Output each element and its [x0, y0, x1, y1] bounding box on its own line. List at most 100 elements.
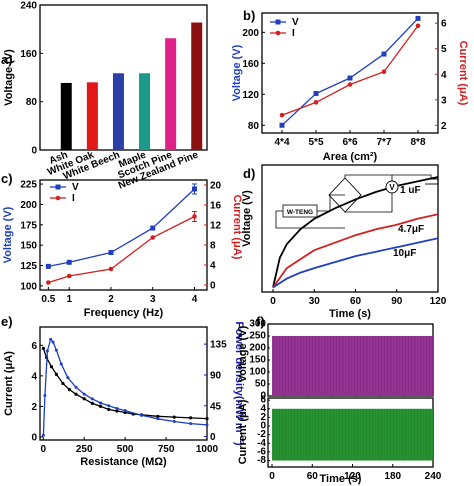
x-tick-label: 2 — [108, 294, 114, 305]
teng-label: W-TENG — [287, 209, 313, 216]
data-point-current — [156, 414, 160, 418]
x-axis-label: Resistance (MΩ) — [80, 456, 167, 468]
bar-white-oak — [86, 82, 98, 150]
y2-tick-label: 8 — [210, 241, 216, 252]
x-tick-label: 0 — [269, 471, 275, 482]
panel-letter: d) — [243, 166, 255, 181]
y-tick-label: 100 — [20, 281, 37, 292]
y-axis-label: Voltage (V) — [3, 49, 15, 106]
x-tick-label: 1 — [66, 294, 72, 305]
data-point-v — [415, 15, 421, 21]
wire — [275, 210, 345, 229]
x-axis-label: Time (s) — [320, 473, 362, 485]
voltage-y-tick-label: 100 — [249, 367, 266, 378]
data-point-current — [74, 392, 78, 396]
y-tick-label: 80 — [248, 121, 260, 132]
data-point-v — [347, 75, 353, 81]
data-point-v — [279, 122, 285, 128]
y-tick-label: 80 — [26, 97, 38, 108]
x-axis-label: Area (cm²) — [323, 151, 378, 163]
data-point-power — [90, 397, 94, 401]
data-point-i — [381, 69, 387, 75]
bar-new-zealand-pine — [191, 22, 203, 150]
x-axis-label: Frequency (Hz) — [84, 307, 164, 319]
series-line-current — [42, 348, 208, 420]
current-y-tick-label: -6 — [257, 446, 266, 457]
y2-tick-label: 6 — [441, 19, 447, 30]
y-tick-label: 150 — [20, 241, 37, 252]
data-point-power — [156, 417, 160, 421]
x-tick-label: 120 — [344, 471, 361, 482]
y-tick-label: 225 — [20, 180, 37, 191]
y-tick-label: 0 — [31, 146, 37, 157]
y-tick-label: 125 — [20, 261, 37, 272]
y2-axis-label: Power density(mW m⁻²) — [233, 321, 245, 446]
y-tick-label: 160 — [20, 49, 37, 60]
y2-tick-label: 5 — [441, 44, 447, 55]
x-tick-label: 120 — [430, 296, 447, 307]
data-point-power — [45, 349, 49, 353]
data-point-power — [107, 404, 111, 408]
y-tick-label: 120 — [242, 90, 259, 101]
data-point-i — [150, 235, 156, 240]
panel-letter: e) — [1, 314, 13, 329]
y2-tick-label: 0 — [210, 432, 216, 443]
voltage-y-tick-label: 250 — [249, 331, 266, 342]
curve-label: 4.7μF — [398, 224, 424, 235]
voltmeter — [385, 180, 399, 194]
voltmeter-label: V — [389, 183, 395, 192]
x-tick-label: 750 — [158, 444, 175, 455]
data-point-power — [43, 393, 47, 397]
x-tick-label: 0 — [40, 444, 46, 455]
data-point-i — [347, 82, 353, 87]
y-tick-label: 0 — [31, 432, 37, 443]
y-tick-label: 160 — [242, 59, 259, 70]
current-signal-band — [272, 408, 433, 461]
data-point-power — [189, 422, 193, 426]
x-tick-label: 1000 — [196, 444, 219, 455]
wire — [344, 174, 393, 213]
x-tick-label: 0 — [270, 296, 276, 307]
x-tick-label: 3 — [150, 294, 156, 305]
legend-label-v: V — [292, 17, 299, 28]
voltage-y-tick-label: 50 — [255, 379, 267, 390]
data-point-v — [381, 51, 387, 57]
current-y-tick-label: -8 — [257, 455, 266, 466]
data-point-i — [279, 112, 285, 118]
y2-tick-label: 90 — [210, 370, 222, 381]
legend-label-v: V — [72, 182, 79, 193]
data-point-i — [313, 100, 319, 105]
data-point-current — [49, 365, 54, 369]
x-tick-label: 4 — [192, 294, 198, 305]
data-point-v — [66, 259, 72, 265]
legend-marker-v — [275, 19, 281, 25]
x-tick-label: 250 — [76, 444, 93, 455]
y2-tick-label: 0 — [210, 281, 216, 292]
x-tick-label: 180 — [384, 471, 401, 482]
legend-marker-i — [55, 195, 61, 201]
charging-curve-3 — [272, 237, 439, 289]
data-point-current — [54, 372, 58, 376]
y2-axis-label: Current (μA) — [231, 195, 243, 260]
series-line-i — [48, 215, 195, 284]
data-point-v — [45, 263, 51, 269]
panel-letter: c) — [1, 171, 13, 186]
data-point-power — [205, 423, 209, 427]
data-point-current — [90, 401, 94, 405]
plot-frame — [39, 326, 208, 441]
voltage-y-tick-label: 150 — [249, 355, 266, 366]
charging-curve-2 — [272, 213, 439, 289]
x-tick-label: 5*5 — [308, 137, 323, 148]
legend-label-i: I — [292, 28, 295, 39]
y-tick-label: 2 — [31, 402, 37, 413]
panel-letter: b) — [243, 8, 255, 23]
voltage-y-tick-label: 300 — [249, 319, 266, 330]
y2-tick-label: 3 — [441, 95, 447, 106]
data-point-power — [74, 385, 78, 389]
y2-axis-label: Current (μA) — [237, 399, 249, 464]
current-y-tick-label: -2 — [257, 429, 266, 440]
panel-b: 80 120 160 200 2 3 4 5 6 4*4 5*5 6*6 7*7 8*8 Area (cm²… — [231, 8, 469, 163]
y-axis-label: Voltage (V) — [241, 190, 253, 247]
